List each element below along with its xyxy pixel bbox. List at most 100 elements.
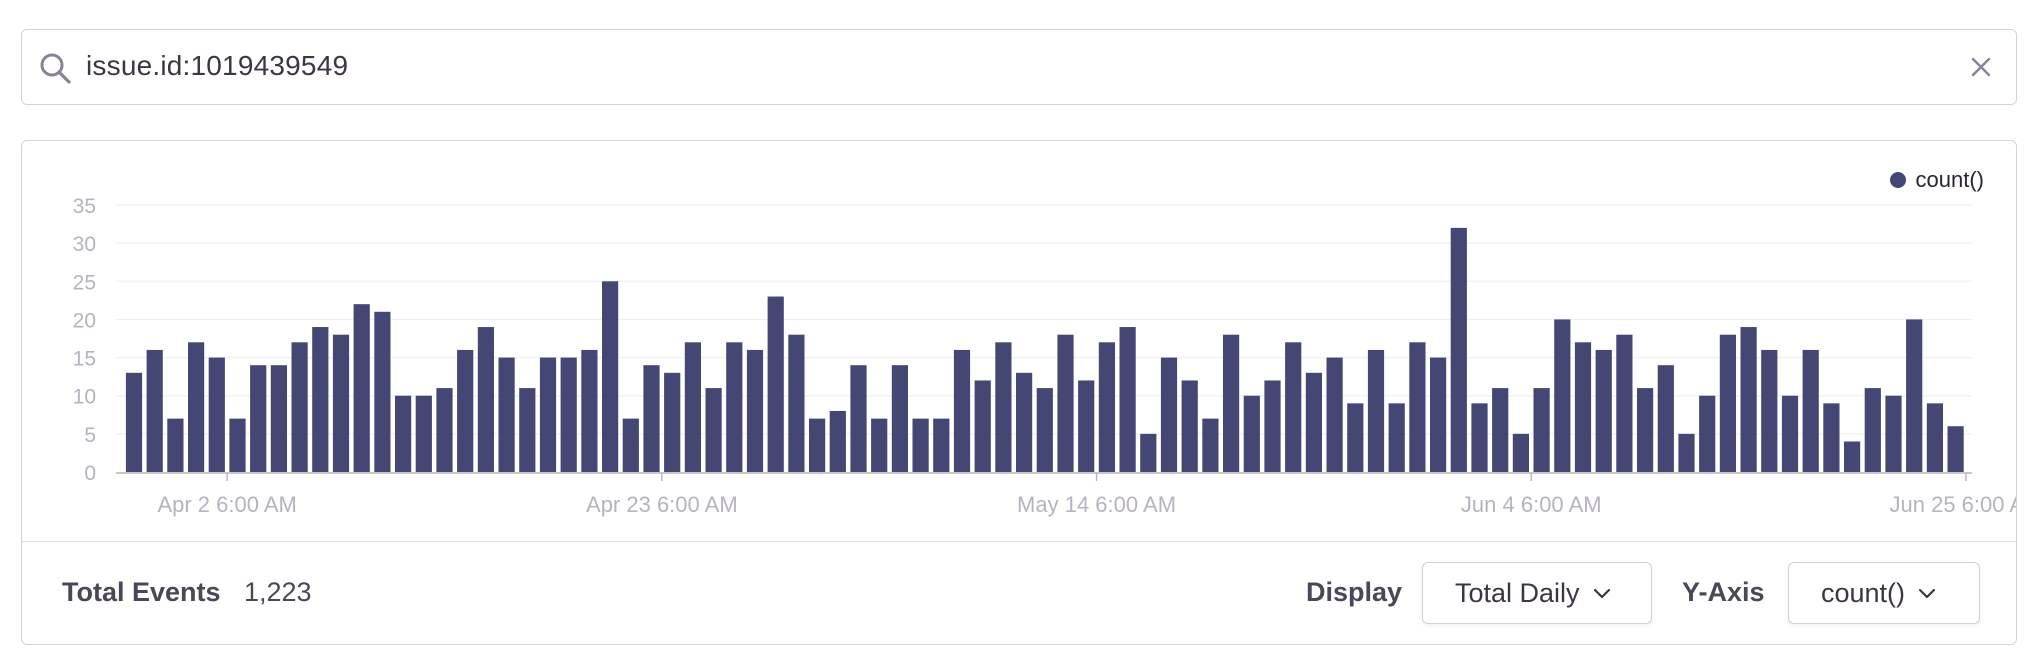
bar <box>188 342 205 472</box>
display-label: Display <box>1306 577 1403 607</box>
bar <box>1347 403 1364 472</box>
chart-legend[interactable]: count() <box>1889 167 1984 193</box>
bar <box>684 342 701 472</box>
bar <box>1305 372 1322 472</box>
bar <box>1844 441 1861 472</box>
bar <box>1264 380 1281 472</box>
bar <box>1367 349 1385 472</box>
bar <box>498 357 515 472</box>
bar <box>1616 334 1633 472</box>
events-bar-chart: 0 5 10 15 20 25 30 35 Apr 2 6:00 AM Apr 23 6:00 … <box>73 195 2016 517</box>
bar <box>374 311 391 472</box>
bar <box>1181 380 1198 472</box>
legend-color-dot <box>1889 172 1906 188</box>
search-bar[interactable]: issue.id:1019439549 <box>21 29 2017 105</box>
y-axis-ticks: 0 5 10 15 20 25 30 35 <box>73 195 96 485</box>
bar <box>1637 388 1654 472</box>
bar <box>1430 357 1447 472</box>
bar <box>125 372 143 472</box>
display-dropdown[interactable]: Total Daily <box>1422 562 1652 624</box>
bar <box>664 372 681 472</box>
bar <box>1906 319 1923 472</box>
bar <box>1533 388 1550 472</box>
x-axis: Apr 2 6:00 AM Apr 23 6:00 AM May 14 6:00 A… <box>116 472 2016 517</box>
bar <box>1202 418 1219 472</box>
bar <box>1098 342 1115 472</box>
bar <box>1823 403 1840 472</box>
close-icon[interactable] <box>1966 52 1996 82</box>
bar <box>332 334 350 472</box>
y-tick-label: 30 <box>73 233 96 256</box>
bar <box>1719 334 1736 472</box>
bar <box>871 418 888 472</box>
bar <box>146 349 163 472</box>
bar <box>1160 357 1178 472</box>
y-tick-label: 5 <box>84 424 96 447</box>
chevron-down-icon <box>1593 588 1610 599</box>
bar <box>850 365 867 472</box>
bar <box>953 349 971 472</box>
bar <box>1678 433 1695 472</box>
bar <box>457 349 474 472</box>
bar <box>1512 433 1529 472</box>
bar <box>167 418 184 472</box>
bar <box>1492 388 1509 472</box>
yaxis-dropdown[interactable]: count() <box>1788 562 1980 624</box>
bar <box>767 296 784 472</box>
bar <box>1326 357 1343 472</box>
bar <box>809 418 826 472</box>
bar <box>560 357 577 472</box>
bar <box>1574 342 1592 472</box>
bar <box>622 418 639 472</box>
search-query[interactable]: issue.id:1019439549 <box>86 50 349 81</box>
total-events-label: Total Events <box>62 577 221 607</box>
bar <box>602 281 619 472</box>
bar <box>1388 403 1405 472</box>
legend-label: count() <box>1915 167 1984 192</box>
y-tick-label: 35 <box>73 195 96 218</box>
bar <box>291 342 308 472</box>
bar <box>1947 426 1964 472</box>
bar <box>912 418 929 472</box>
bar <box>1016 372 1033 472</box>
bar <box>891 365 908 472</box>
bar <box>1409 342 1426 472</box>
chevron-down-icon <box>1918 588 1936 599</box>
bar <box>270 365 287 472</box>
bar <box>1036 388 1053 472</box>
bar <box>933 418 950 472</box>
bar <box>705 388 722 472</box>
bar <box>519 388 536 472</box>
bar <box>581 349 598 472</box>
bar <box>995 342 1012 472</box>
bar <box>1450 227 1467 472</box>
bar <box>1699 395 1716 472</box>
bar <box>643 365 660 472</box>
bar <box>1285 342 1302 472</box>
total-events-value: 1,223 <box>244 577 312 607</box>
bar <box>1657 365 1674 472</box>
chart-panel: 0 5 10 15 20 25 30 35 Apr 2 6:00 AM Apr 23 6:00 … <box>21 140 2017 645</box>
footer-divider <box>22 541 2016 542</box>
y-tick-label: 15 <box>73 348 96 371</box>
y-tick-label: 0 <box>84 462 96 485</box>
bar <box>1057 334 1074 472</box>
y-tick-label: 10 <box>73 386 96 409</box>
bar <box>974 380 991 472</box>
bar <box>1761 349 1778 472</box>
bar <box>1885 395 1902 472</box>
bar <box>539 357 557 472</box>
bar <box>208 357 225 472</box>
bar <box>829 410 846 472</box>
y-tick-label: 25 <box>73 271 96 294</box>
bar <box>436 388 453 472</box>
bar-series <box>125 227 1964 472</box>
bar <box>312 327 329 472</box>
search-icon <box>40 53 71 84</box>
x-tick-label: Jun 4 6:00 AM <box>1461 492 1602 517</box>
x-tick-label: Apr 23 6:00 AM <box>586 492 738 517</box>
bar <box>1781 395 1799 472</box>
bar <box>1078 380 1095 472</box>
bar <box>395 395 412 472</box>
bar <box>477 327 494 472</box>
